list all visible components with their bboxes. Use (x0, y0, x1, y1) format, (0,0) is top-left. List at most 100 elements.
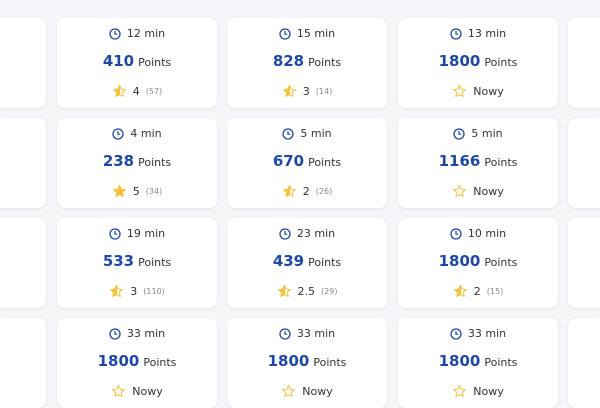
duration-text: 10 min (467, 227, 507, 240)
points: 439 Points (227, 252, 387, 270)
duration: 33 min (398, 327, 558, 340)
points: 1800 Points (398, 252, 558, 270)
rating-count: (26) (315, 187, 333, 196)
rating: Nowy (398, 384, 558, 399)
rating: 3 (110) (57, 284, 217, 299)
rating-value: Nowy (132, 385, 163, 398)
star-icon (112, 184, 127, 199)
clock-icon (450, 227, 462, 240)
points-value: 410 (102, 52, 135, 70)
rating-count: (14) (315, 87, 333, 96)
duration: 5 min (227, 127, 387, 140)
rating: Nowy (398, 84, 558, 99)
clock-icon (112, 127, 125, 140)
clock-icon (109, 27, 121, 40)
quiz-card[interactable] (568, 118, 600, 208)
quiz-card[interactable] (568, 318, 600, 408)
quiz-card[interactable]: 5 min 670 Points 2 (26) (227, 118, 387, 208)
clock-icon (453, 127, 466, 140)
quiz-card[interactable]: 33 min 1800 Points Nowy (398, 318, 558, 408)
points-label: Points (308, 156, 342, 169)
quiz-card[interactable]: 10 min 1800 Points 2 (15) (398, 218, 558, 308)
points: 670 Points (227, 152, 387, 170)
duration-text: 33 min (296, 327, 336, 340)
duration-text: 23 min (296, 227, 336, 240)
quiz-card[interactable]: 33 min 1800 Points Nowy (57, 318, 217, 408)
rating-count: (29) (321, 287, 338, 296)
points-label: Points (138, 56, 172, 69)
clock-icon (450, 327, 462, 340)
rating: 4 (57) (57, 84, 217, 99)
rating-value: 2 (473, 285, 481, 298)
rating-value: Nowy (473, 185, 504, 198)
rating: Nowy (398, 184, 558, 199)
points-label: Points (484, 256, 518, 269)
star-icon (452, 384, 467, 399)
quiz-card[interactable] (0, 18, 46, 108)
duration-text: 33 min (467, 327, 507, 340)
rating-value: 2.5 (297, 285, 316, 298)
quiz-card[interactable] (0, 318, 46, 408)
quiz-card[interactable]: 13 min 1800 Points Nowy (398, 18, 558, 108)
quiz-card[interactable]: 15 min 828 Points 3 (14) (227, 18, 387, 108)
duration: 5 min (398, 127, 558, 140)
clock-icon (279, 227, 291, 240)
star-icon (282, 84, 297, 99)
points: 828 Points (227, 52, 387, 70)
points-value: 533 (102, 252, 135, 270)
rating: Nowy (57, 384, 217, 399)
points-label: Points (484, 156, 518, 169)
quiz-card[interactable] (0, 118, 46, 208)
quiz-card[interactable] (568, 218, 600, 308)
rating: 2.5 (29) (227, 284, 387, 299)
rating: 2 (15) (398, 284, 558, 299)
duration: 33 min (227, 327, 387, 340)
duration: 19 min (57, 227, 217, 240)
duration: 10 min (398, 227, 558, 240)
rating-value: Nowy (473, 385, 504, 398)
clock-icon (109, 227, 121, 240)
quiz-card[interactable]: 12 min 410 Points 4 (57) (57, 18, 217, 108)
quiz-card[interactable]: 5 min 1166 Points Nowy (398, 118, 558, 208)
points: 1800 Points (398, 52, 558, 70)
duration-text: 13 min (467, 27, 507, 40)
points: 1800 Points (227, 352, 387, 370)
rating-value: Nowy (473, 85, 504, 98)
points: 1166 Points (398, 152, 558, 170)
quiz-card[interactable]: 23 min 439 Points 2.5 (29) (227, 218, 387, 308)
points-value: 1800 (438, 52, 481, 70)
points-label: Points (138, 156, 172, 169)
duration-text: 5 min (471, 127, 503, 140)
points-value: 670 (272, 152, 305, 170)
star-icon (453, 284, 468, 299)
quiz-card[interactable]: 33 min 1800 Points Nowy (227, 318, 387, 408)
points-value: 1800 (267, 352, 310, 370)
quiz-card[interactable]: 4 min 238 Points 5 (34) (57, 118, 217, 208)
clock-icon (109, 327, 121, 340)
star-icon (452, 84, 467, 99)
rating: 2 (26) (227, 184, 387, 199)
duration: 23 min (227, 227, 387, 240)
star-icon (111, 384, 126, 399)
quiz-card[interactable] (0, 218, 46, 308)
star-icon (282, 184, 297, 199)
clock-icon (282, 127, 295, 140)
points-label: Points (484, 56, 518, 69)
rating-count: (57) (145, 87, 163, 96)
star-icon (277, 284, 292, 299)
clock-icon (450, 27, 462, 40)
points-label: Points (484, 356, 518, 369)
quiz-card[interactable] (568, 18, 600, 108)
points: 533 Points (57, 252, 217, 270)
quiz-card[interactable]: 19 min 533 Points 3 (110) (57, 218, 217, 308)
star-icon (109, 284, 124, 299)
points-value: 1800 (438, 352, 481, 370)
points-label: Points (308, 256, 342, 269)
points-value: 828 (272, 52, 305, 70)
points-value: 238 (102, 152, 135, 170)
points: 1800 Points (57, 352, 217, 370)
points: 410 Points (57, 52, 217, 70)
clock-icon (279, 327, 291, 340)
rating-value: 4 (132, 85, 140, 98)
